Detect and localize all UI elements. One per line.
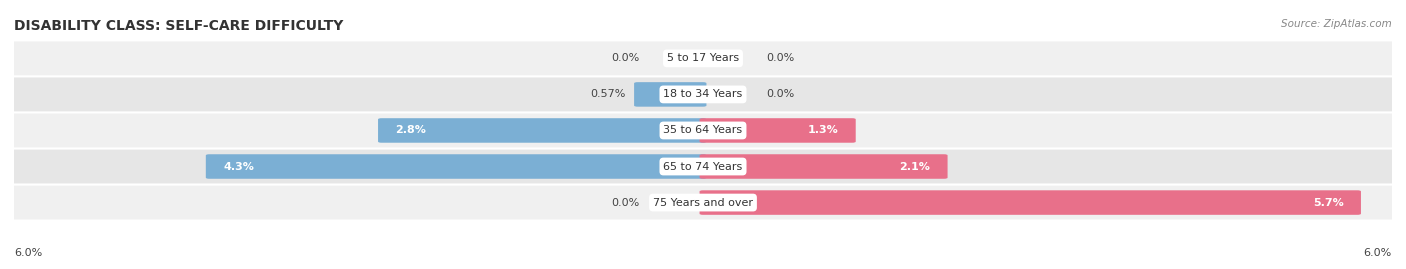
FancyBboxPatch shape	[378, 118, 706, 143]
Text: 0.57%: 0.57%	[591, 89, 626, 100]
FancyBboxPatch shape	[700, 190, 1361, 215]
Text: 5 to 17 Years: 5 to 17 Years	[666, 53, 740, 63]
Text: Source: ZipAtlas.com: Source: ZipAtlas.com	[1281, 19, 1392, 29]
FancyBboxPatch shape	[10, 114, 1396, 147]
Text: DISABILITY CLASS: SELF-CARE DIFFICULTY: DISABILITY CLASS: SELF-CARE DIFFICULTY	[14, 19, 343, 33]
Text: 0.0%: 0.0%	[766, 53, 794, 63]
FancyBboxPatch shape	[10, 186, 1396, 220]
Text: 65 to 74 Years: 65 to 74 Years	[664, 161, 742, 172]
Text: 0.0%: 0.0%	[612, 197, 640, 208]
FancyBboxPatch shape	[10, 150, 1396, 183]
Text: 5.7%: 5.7%	[1313, 197, 1344, 208]
Text: 75 Years and over: 75 Years and over	[652, 197, 754, 208]
Text: 0.0%: 0.0%	[766, 89, 794, 100]
Text: 35 to 64 Years: 35 to 64 Years	[664, 125, 742, 136]
Text: 18 to 34 Years: 18 to 34 Years	[664, 89, 742, 100]
Text: 1.3%: 1.3%	[807, 125, 838, 136]
FancyBboxPatch shape	[10, 41, 1396, 75]
FancyBboxPatch shape	[700, 154, 948, 179]
FancyBboxPatch shape	[205, 154, 706, 179]
Text: 4.3%: 4.3%	[224, 161, 254, 172]
FancyBboxPatch shape	[10, 77, 1396, 111]
Text: 6.0%: 6.0%	[14, 248, 42, 258]
FancyBboxPatch shape	[700, 118, 856, 143]
Text: 0.0%: 0.0%	[612, 53, 640, 63]
Text: 6.0%: 6.0%	[1364, 248, 1392, 258]
Text: 2.1%: 2.1%	[900, 161, 931, 172]
Text: 2.8%: 2.8%	[395, 125, 426, 136]
FancyBboxPatch shape	[634, 82, 706, 107]
